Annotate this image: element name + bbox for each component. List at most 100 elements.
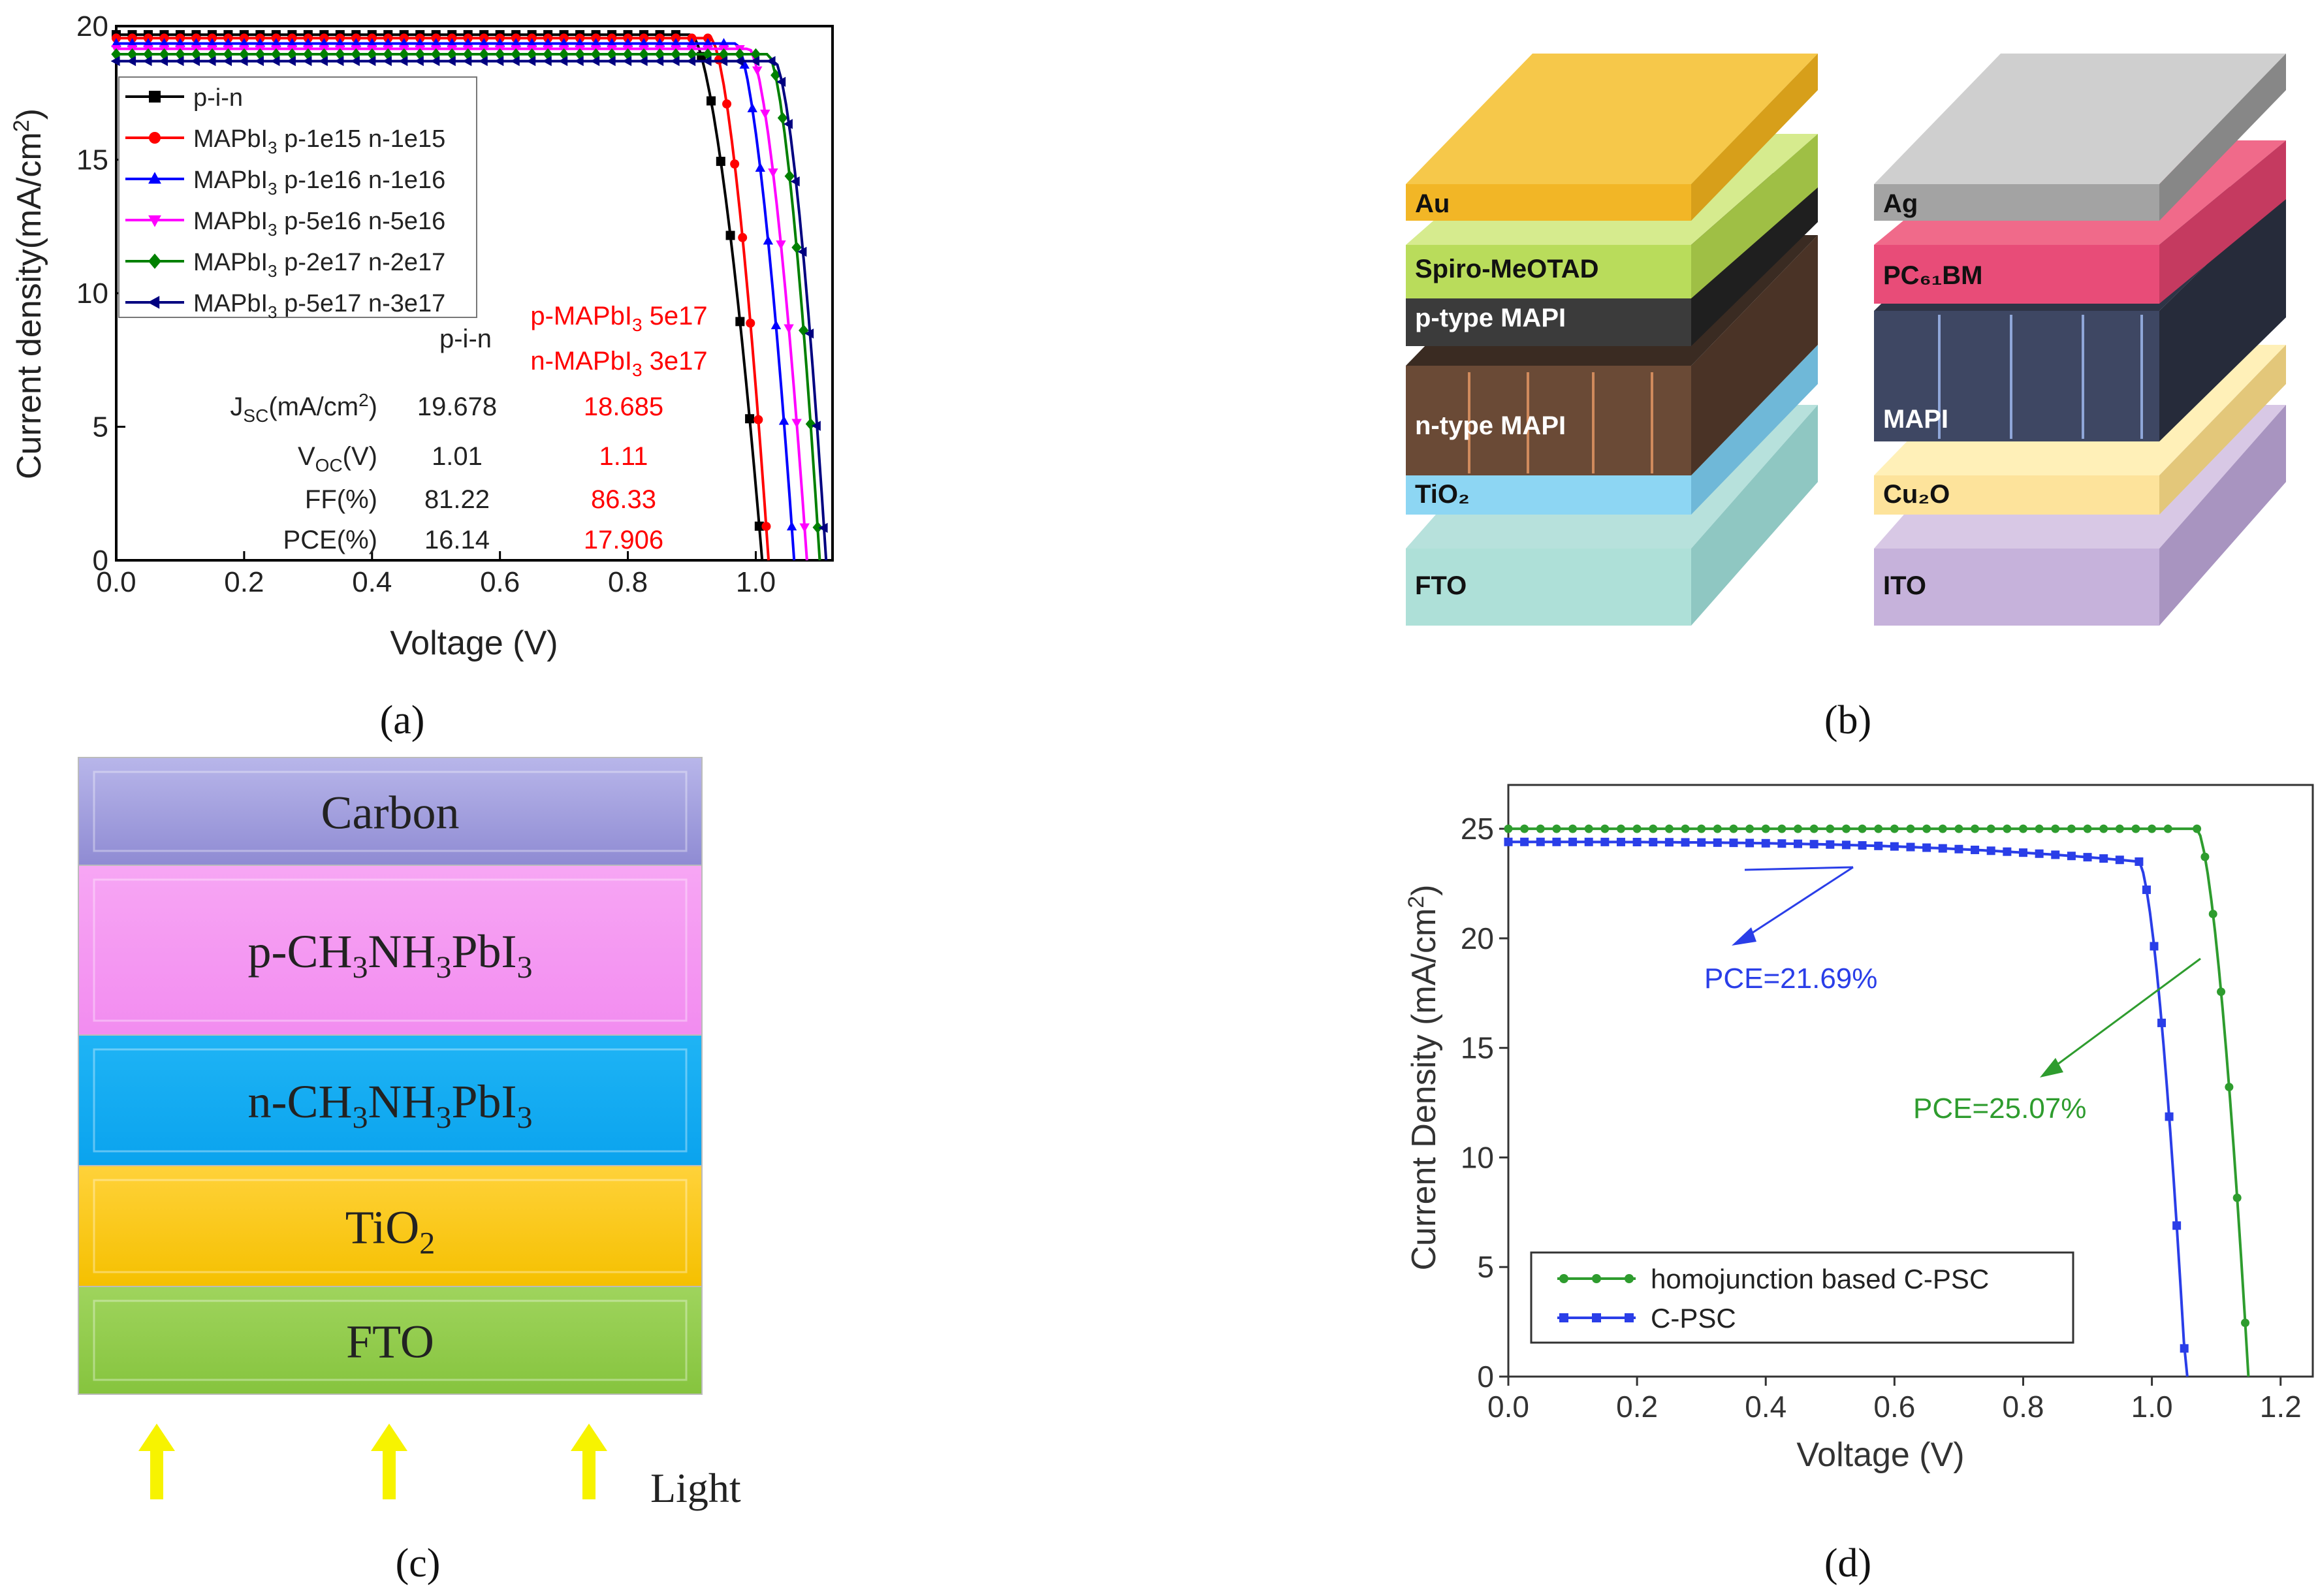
legend-a — [118, 76, 477, 318]
layer-text: NH — [368, 1076, 436, 1128]
layer-bevel — [93, 1300, 688, 1381]
data-point-d — [2115, 824, 2124, 833]
layer-label-right: ITO — [1883, 571, 1926, 600]
data-point-a — [399, 38, 409, 48]
layer-label-left: TiO₂ — [1415, 480, 1470, 509]
data-point-a — [725, 231, 735, 240]
data-point-d — [1664, 838, 1674, 847]
data-point-d — [1697, 838, 1706, 847]
legend-marker-d — [1559, 1274, 1568, 1283]
light-arrow-shaft — [150, 1448, 163, 1499]
legend-text-a: p-1e15 n-1e15 — [278, 125, 446, 153]
data-point-a — [702, 56, 712, 67]
annotation-arrow-blue — [1744, 866, 1854, 939]
data-point-d — [2150, 942, 2159, 951]
data-point-d — [2148, 824, 2157, 833]
legend-marker-a — [148, 172, 161, 184]
data-point-d — [2099, 824, 2108, 833]
table-value-mapbi: 18.685 — [584, 392, 663, 421]
data-point-a — [783, 119, 793, 129]
data-point-d — [2067, 824, 2076, 833]
legend-label-d: homojunction based C-PSC — [1651, 1264, 1989, 1294]
data-point-d — [1858, 841, 1867, 850]
table-label-main: FF(%) — [305, 485, 377, 514]
layer-tio2-front — [1406, 475, 1691, 515]
series-a-5 — [110, 56, 828, 561]
data-point-d — [1971, 845, 1980, 854]
data-point-d — [1826, 840, 1835, 849]
table-row-label: JSC(mA/cm2) — [230, 390, 377, 426]
x-tick-label-d: 0.4 — [1745, 1390, 1786, 1424]
data-point-d — [1841, 840, 1850, 850]
series-d-1 — [1504, 837, 2189, 1377]
layer-label: n-CH3NH3PbI3 — [247, 1076, 532, 1135]
data-point-d — [1906, 842, 1915, 852]
layer-sub: 3 — [352, 1100, 368, 1135]
data-point-a — [446, 56, 456, 67]
data-point-a — [784, 170, 795, 182]
data-point-d — [2035, 824, 2044, 833]
layer-ag-side — [2159, 54, 2286, 221]
x-tick-label-d: 0.6 — [1873, 1390, 1915, 1424]
legend-text-a: MAPbI — [193, 125, 268, 153]
y-tick-label-d: 20 — [1461, 921, 1494, 955]
data-point-a — [766, 56, 776, 67]
data-point-d — [2241, 1318, 2250, 1328]
legend-marker-d — [1625, 1274, 1634, 1283]
data-point-a — [790, 176, 800, 187]
data-point-d — [1632, 838, 1642, 847]
legend-marker-a — [148, 215, 161, 227]
data-point-a — [350, 56, 360, 67]
x-tick-label-d: 1.2 — [2260, 1390, 2302, 1424]
data-point-d — [1841, 824, 1850, 833]
data-point-d — [2018, 848, 2027, 857]
data-point-d — [1697, 824, 1706, 833]
data-point-d — [1584, 824, 1593, 833]
data-point-a — [479, 38, 489, 48]
layer-sub: 3 — [517, 1100, 533, 1135]
data-point-d — [1568, 824, 1578, 833]
x-tick-label-d: 1.0 — [2131, 1390, 2173, 1424]
layer-label-right: PC₆₁BM — [1883, 261, 1982, 290]
data-point-a — [761, 522, 771, 532]
data-point-d — [1713, 838, 1722, 847]
x-axis-label-d: Voltage (V) — [1796, 1436, 1964, 1474]
legend-text-a: MAPbI — [193, 249, 268, 276]
data-point-d — [1649, 838, 1658, 847]
data-point-d — [1890, 842, 1899, 851]
data-point-a — [191, 56, 200, 67]
data-point-a — [754, 415, 763, 424]
data-point-a — [786, 521, 797, 531]
legend-marker-a — [149, 132, 161, 144]
layer-ag-top — [1874, 54, 2286, 184]
light-arrow-shaft — [582, 1448, 595, 1499]
data-point-a — [127, 48, 138, 61]
data-point-a — [111, 38, 121, 48]
data-point-d — [1922, 843, 1931, 852]
layer-bevel — [93, 771, 688, 852]
data-point-a — [654, 38, 665, 48]
legend-text-a: p-1e16 n-1e16 — [278, 167, 446, 194]
data-point-a — [760, 109, 770, 119]
series-d-0 — [1504, 824, 2250, 1377]
data-point-d — [1777, 839, 1786, 848]
data-point-d — [1890, 824, 1899, 833]
layer-p-mapi-side — [1691, 173, 1818, 346]
x-tick-label-a: 0.0 — [96, 566, 136, 598]
data-point-d — [2067, 852, 2076, 861]
data-point-d — [2035, 849, 2044, 858]
data-point-a — [791, 241, 802, 254]
data-point-d — [1632, 824, 1642, 833]
data-point-d — [1938, 824, 1947, 833]
table-col-header-pin: p-i-n — [439, 325, 492, 353]
legend-marker-a — [148, 296, 160, 309]
annotation-pce-green: PCE=25.07% — [1913, 1093, 2086, 1125]
layer-text: n-CH — [247, 1076, 352, 1128]
data-point-a — [738, 232, 748, 242]
layer-ito-side — [2159, 405, 2286, 626]
x-tick-label-a: 1.0 — [736, 566, 776, 598]
layer-n-mapi-side — [1691, 235, 1818, 475]
data-point-a — [238, 56, 248, 67]
x-tick-label-a: 0.4 — [352, 566, 392, 598]
